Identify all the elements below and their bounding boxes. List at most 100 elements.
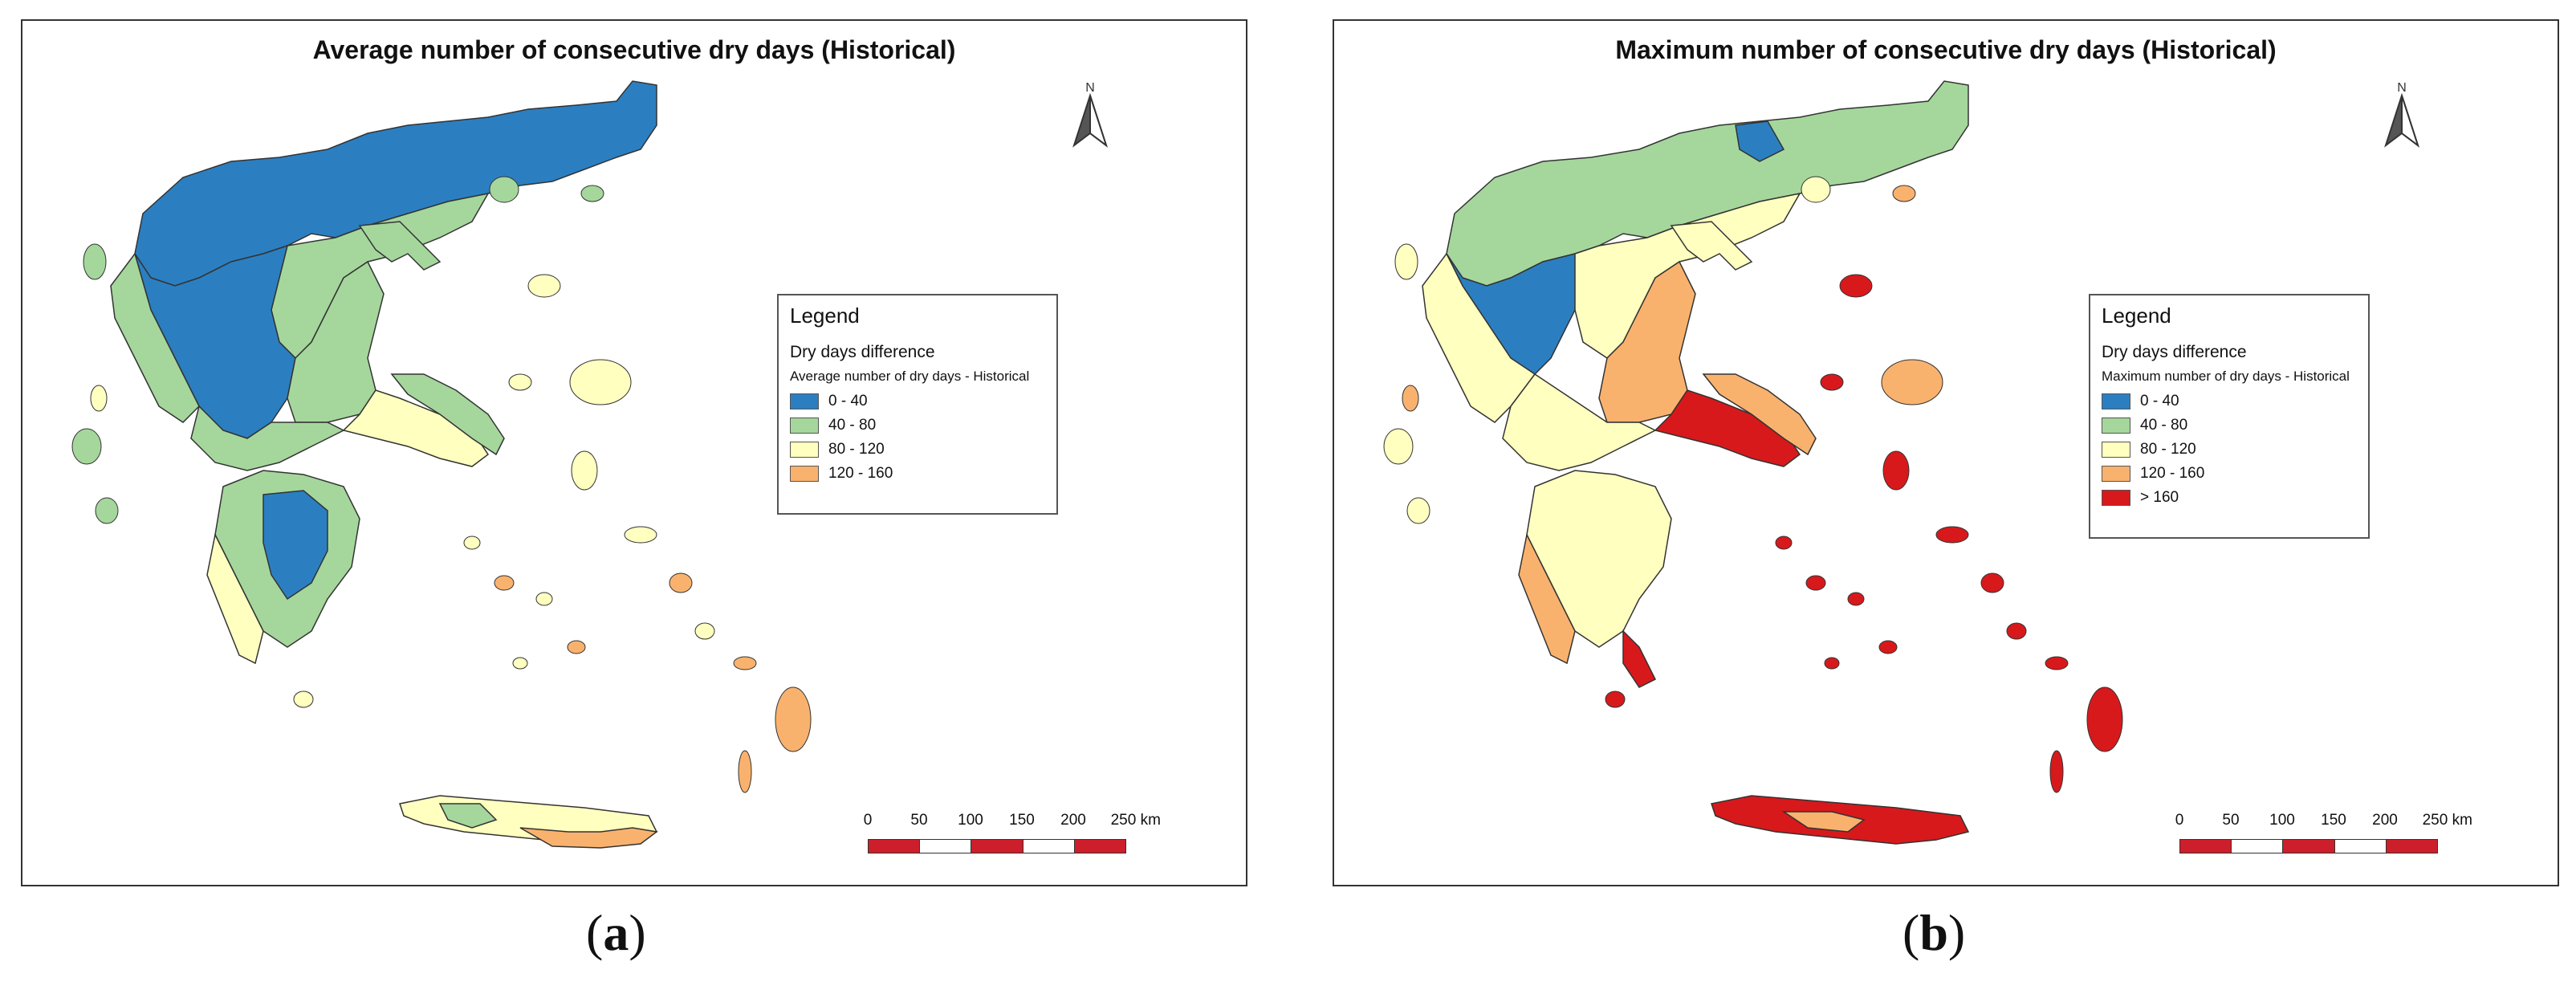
island-dodecanese-2 [2006, 622, 2027, 640]
legend-swatch [2102, 393, 2130, 409]
island-lemnos [527, 274, 561, 298]
map-panel-b: Maximum number of consecutive dry days (… [1333, 19, 2559, 886]
scale-segment [971, 840, 1023, 853]
island-corfu [1394, 243, 1418, 280]
scale-tick-label: 200 [2372, 812, 2398, 829]
north-arrow: N [2378, 81, 2426, 153]
map-panel-a: Average number of consecutive dry days (… [21, 19, 1247, 886]
legend-subtitle: Dry days difference [2102, 343, 2247, 361]
greece-map-b [1383, 80, 2123, 845]
island-cyclades-2 [494, 575, 515, 591]
map-title: Average number of consecutive dry days (… [312, 35, 956, 64]
island-kos [2045, 656, 2069, 670]
region-chalkidiki [358, 221, 442, 271]
scale-bar: 0 50 100 150 200 250 km [861, 812, 1161, 868]
island-samothrace [580, 185, 604, 202]
scale-tick-label: 150 [1009, 812, 1035, 829]
island-rhodes [2086, 686, 2123, 752]
scale-tick-label: 100 [2269, 812, 2295, 829]
legend-item: 40 - 80 [2102, 413, 2357, 438]
region-crete-green [438, 803, 498, 829]
island-thasos [1801, 176, 1831, 203]
scale-tick-label: 200 [1060, 812, 1086, 829]
north-arrow: N [1066, 81, 1114, 153]
legend-swatch [790, 442, 819, 458]
island-samothrace [1892, 185, 1916, 202]
legend-item: > 160 [2102, 486, 2357, 510]
legend-item: 80 - 120 [2102, 438, 2357, 462]
scale-segment [1074, 840, 1126, 853]
legend-item: 0 - 40 [2102, 389, 2357, 413]
caption-b: (b) [1902, 904, 1966, 961]
scale-segment [2283, 840, 2335, 853]
scale-tick-label: 250 km [2422, 812, 2472, 829]
region-attica-red [1654, 389, 1801, 467]
scale-tick-label: 50 [2222, 812, 2240, 829]
scale-labels: 0 50 100 150 200 250 km [861, 812, 1161, 833]
scale-tick-label: 0 [2175, 812, 2184, 829]
island-cyclades-3 [535, 592, 553, 606]
scale-labels: 0 50 100 150 200 250 km [2173, 812, 2472, 833]
island-kythira [1605, 691, 1626, 708]
legend: Legend Dry days difference Average numbe… [777, 294, 1058, 515]
scale-segment [1023, 840, 1075, 853]
scale-tick-label: 0 [863, 812, 873, 829]
scale-segments [2179, 839, 2438, 853]
island-kos [733, 656, 757, 670]
island-cyclades-5 [512, 657, 528, 670]
scale-bar: 0 50 100 150 200 250 km [2173, 812, 2472, 868]
scale-segments [868, 839, 1126, 853]
legend-swatch [790, 418, 819, 434]
region-peloponnese-red [1622, 629, 1657, 688]
region-chalkidiki [1670, 221, 1753, 271]
scale-tick-label: 50 [910, 812, 928, 829]
island-lesvos [1881, 359, 1943, 405]
scale-segment [2232, 840, 2284, 853]
legend-subtitle: Dry days difference [790, 343, 935, 361]
scale-tick-label: 150 [2321, 812, 2346, 829]
region-peloponnese-orange [1518, 532, 1576, 665]
region-crete-orange [519, 827, 658, 849]
region-south-mainland-green [190, 405, 345, 471]
island-lemnos [1839, 274, 1873, 298]
island-kythira [293, 691, 314, 708]
island-samos [624, 526, 657, 544]
island-corfu [83, 243, 107, 280]
legend-title: Legend [790, 303, 860, 328]
north-arrow-icon [2384, 92, 2419, 148]
scale-tick-label: 100 [958, 812, 983, 829]
scale-segment [2386, 840, 2438, 853]
region-north-blue-patch [1735, 120, 1785, 162]
island-dodecanese-2 [694, 622, 715, 640]
legend-swatch [790, 393, 819, 409]
island-zakynthos [1406, 497, 1430, 524]
legend-item: 120 - 160 [2102, 462, 2357, 486]
scale-segment [920, 840, 972, 853]
greece-map-a [71, 80, 812, 849]
island-samos [1935, 526, 1969, 544]
north-arrow-icon [1072, 92, 1108, 148]
legend-swatch [2102, 466, 2130, 482]
region-peloponnese-yellow [206, 532, 264, 665]
legend-layer-name: Average number of dry days - Historical [790, 369, 1030, 384]
scale-segment [2180, 840, 2232, 853]
legend-swatch [2102, 490, 2130, 506]
scale-tick-label: 250 km [1110, 812, 1161, 829]
scale-segment [869, 840, 921, 853]
island-chios [571, 450, 598, 491]
island-kefalonia [71, 428, 102, 465]
region-crete-orange [1781, 811, 1866, 833]
scale-segment [2334, 840, 2387, 853]
island-cyclades-4 [1878, 640, 1898, 654]
island-zakynthos [95, 497, 119, 524]
region-evia [390, 373, 505, 456]
legend-item: 40 - 80 [790, 413, 1045, 438]
region-south-mainland-yellow [1502, 373, 1657, 471]
region-peloponnese-blue [262, 490, 328, 601]
island-lefkada [1402, 385, 1419, 412]
caption-a: (a) [586, 904, 646, 961]
legend-layer-name: Maximum number of dry days - Historical [2102, 369, 2350, 384]
legend-swatch [2102, 442, 2130, 458]
island-rhodes [775, 686, 812, 752]
island-karpathos [738, 750, 752, 793]
